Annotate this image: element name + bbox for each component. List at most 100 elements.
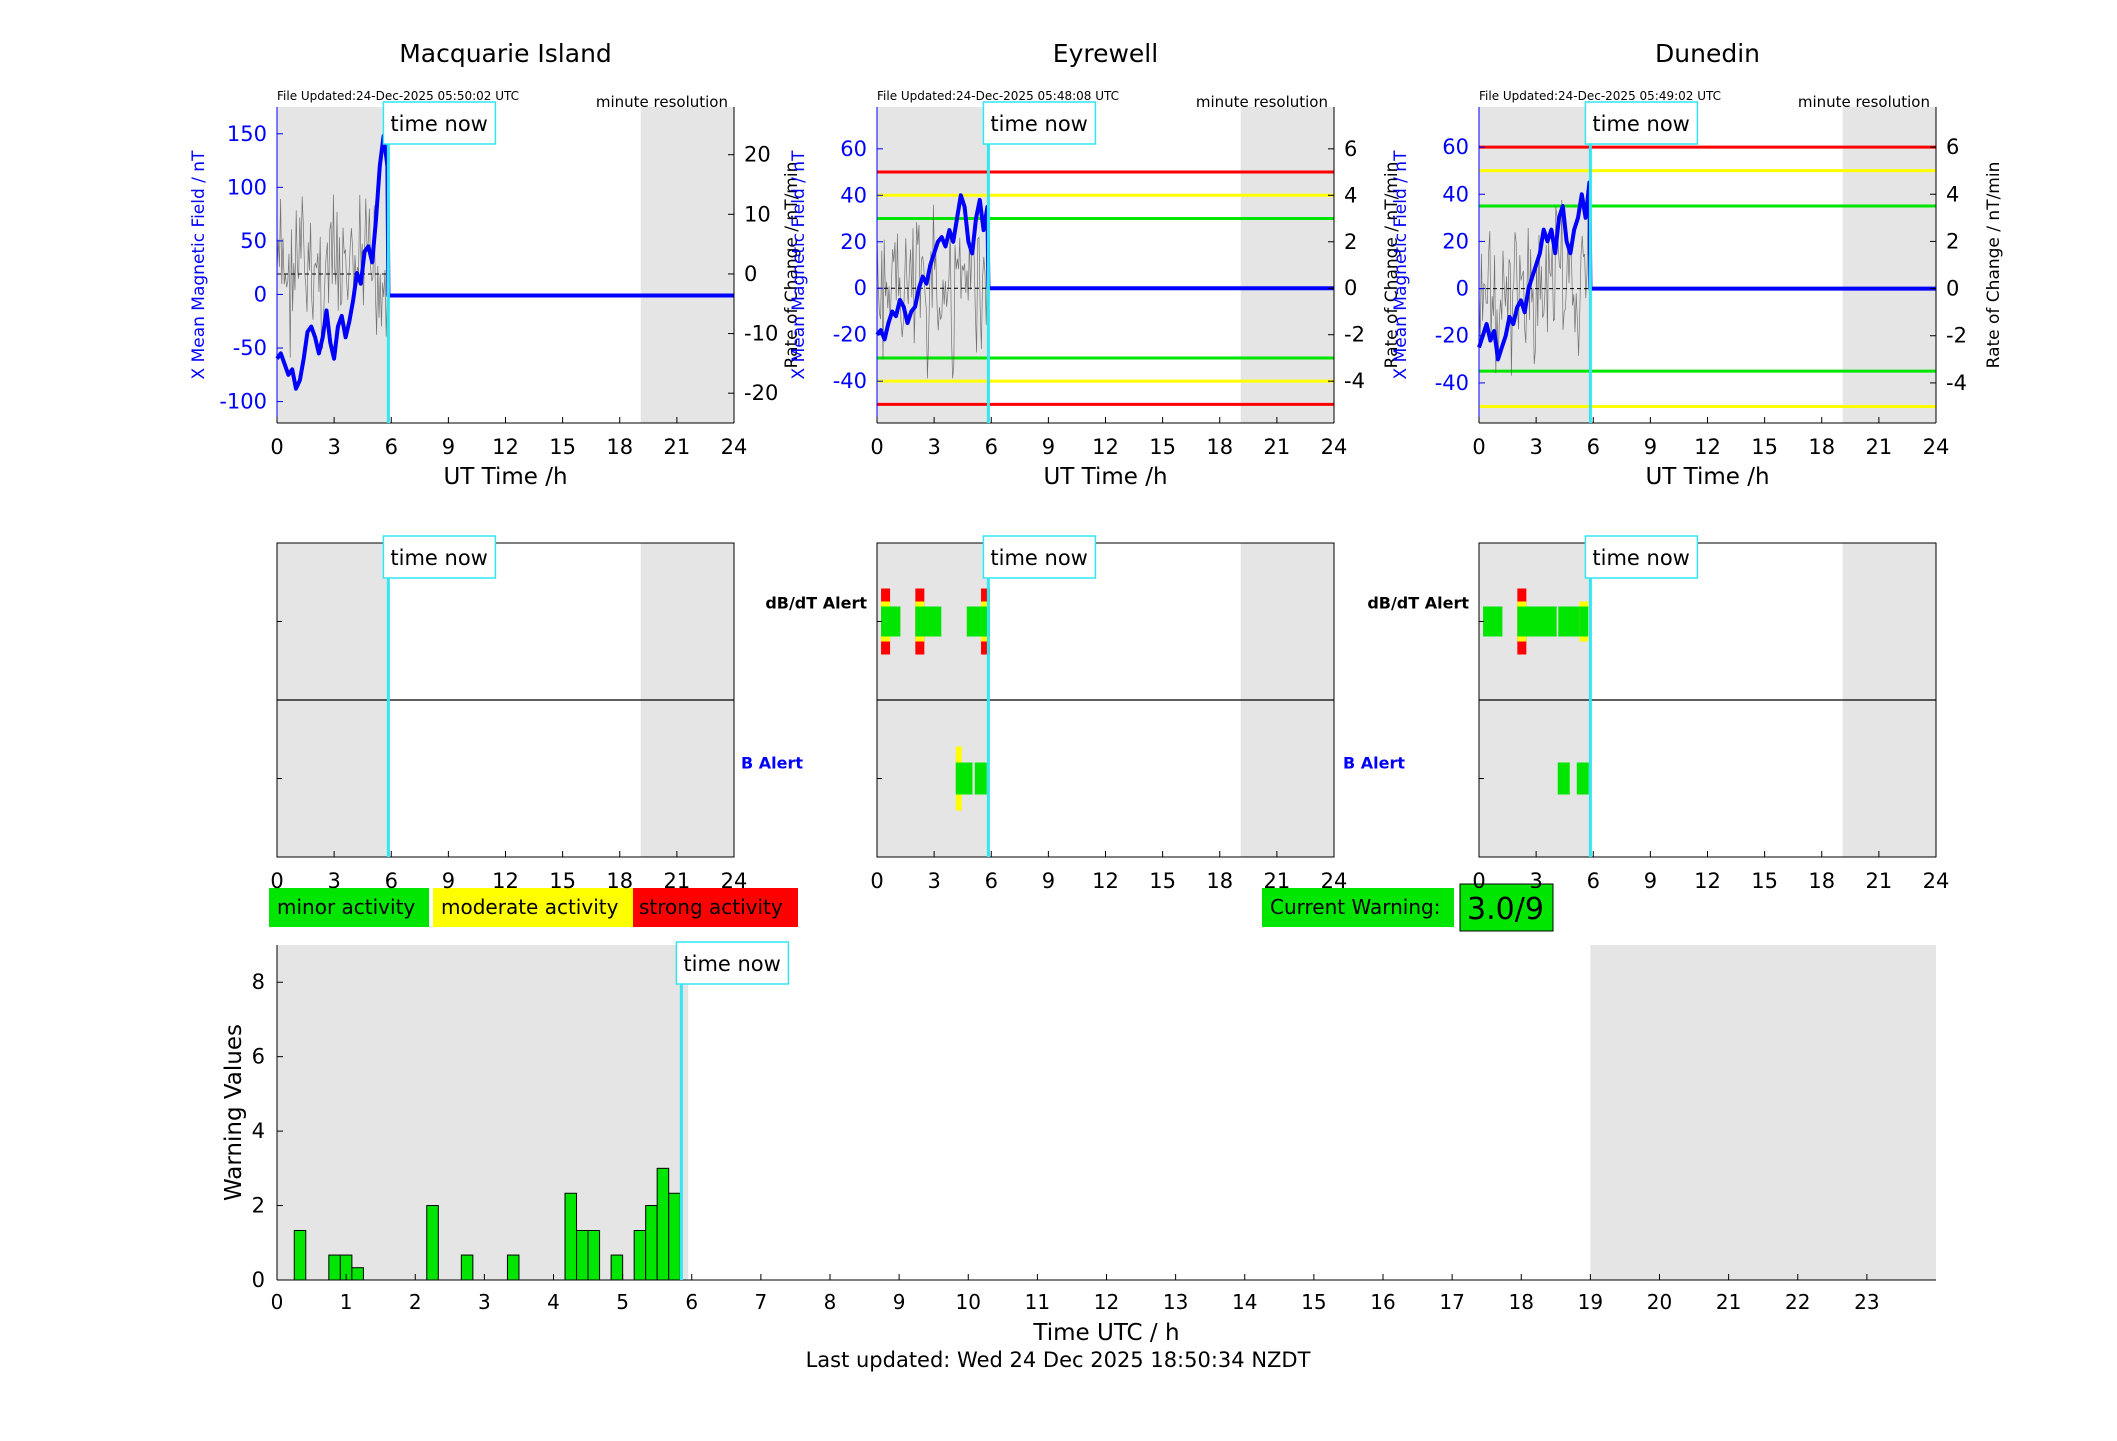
activity-legend: minor activity moderate activity strong …: [269, 888, 798, 927]
file-updated-label: File Updated:24-Dec-2025 05:50:02 UTC: [277, 89, 519, 103]
y-tick-label: 0: [252, 1268, 265, 1292]
warning-bar: [656, 1167, 670, 1281]
y-tick-label: 50: [240, 229, 267, 253]
x-tick-label: 21: [1264, 435, 1291, 459]
y-tick-label-right: 4: [1344, 183, 1357, 207]
warning-bar: [587, 1229, 601, 1281]
y-axis-label: Warning Values: [221, 1024, 247, 1201]
dbdt-alert-mark: [915, 606, 925, 637]
dbdt-alert-mark: [1579, 606, 1589, 637]
x-tick-label: 3: [1529, 435, 1542, 459]
b-alert-label: B Alert: [741, 754, 803, 773]
dbdt-alert-mark: [881, 606, 891, 637]
x-tick-label: 0: [870, 435, 883, 459]
x-tick-label: 24: [1923, 435, 1950, 459]
b-alert-mark: [1557, 762, 1570, 795]
time-now-label: time now: [390, 112, 487, 136]
y-tick-label: 8: [252, 970, 265, 994]
y-tick-label: 60: [840, 137, 867, 161]
legend-moderate-label: moderate activity: [441, 895, 619, 919]
y-tick-label: -20: [833, 323, 867, 347]
dbdt-alert-mark: [1535, 606, 1548, 637]
x-tick-label: 6: [385, 435, 398, 459]
x-tick-label: 9: [1042, 869, 1055, 893]
alert-panel-0: 0 3 6 9 12 15 18 21 24 time now: [270, 535, 747, 893]
x-tick-label: 21: [664, 869, 691, 893]
x-tick-label: 6: [685, 1290, 698, 1314]
x-tick-label: 12: [1092, 869, 1119, 893]
x-tick-label: 2: [409, 1290, 422, 1314]
x-tick-label: 0: [1472, 869, 1485, 893]
x-tick-label: 3: [927, 435, 940, 459]
x-tick-label: 6: [985, 435, 998, 459]
warning-bar: [610, 1254, 624, 1281]
y-axis-label: X Mean Magnetic Field / nT: [1391, 150, 1411, 380]
resolution-label: minute resolution: [1798, 93, 1930, 111]
time-now-box: [1584, 535, 1699, 579]
y-axis-label-right: Rate of Change / nT/min: [1984, 162, 2004, 369]
y-axis-label: X Mean Magnetic Field / nT: [189, 150, 209, 380]
x-tick-label: 9: [442, 435, 455, 459]
x-tick-label: 17: [1439, 1290, 1464, 1314]
alert-panel-2: 0 3 6 9 12 15 18 21 24 dB/dT Alert B Alert time now: [1343, 535, 1949, 893]
x-tick-label: 10: [956, 1290, 981, 1314]
time-now-box: [1584, 101, 1699, 145]
x-tick-label: 3: [478, 1290, 491, 1314]
dbdt-alert-mark: [1524, 606, 1537, 637]
dbdt-alert-mark: [1558, 606, 1570, 637]
x-tick-label: 18: [1808, 435, 1835, 459]
x-tick-label: 15: [1149, 435, 1176, 459]
x-tick-label: 21: [1264, 869, 1291, 893]
x-tick-label: 15: [1149, 869, 1176, 893]
shaded-region: [1842, 107, 1936, 423]
x-axis-label: UT Time /h: [1645, 464, 1769, 490]
x-tick-label: 16: [1370, 1290, 1395, 1314]
x-tick-label: 11: [1025, 1290, 1050, 1314]
dynamic-plots: Macquarie Island File Updated:24-Dec-2025…: [189, 39, 2004, 1346]
x-tick-label: 18: [606, 869, 633, 893]
b-alert-mark: [960, 762, 973, 795]
y-tick-label: -100: [219, 390, 267, 414]
dbdt-alert-label: dB/dT Alert: [1367, 594, 1469, 613]
warning-bar: [645, 1205, 658, 1281]
x-tick-label: 3: [327, 435, 340, 459]
time-now-label: time now: [683, 952, 780, 976]
x-tick-label: 19: [1578, 1290, 1603, 1314]
x-tick-label: 12: [492, 869, 519, 893]
current-warning-value: 3.0/9: [1467, 892, 1544, 927]
x-tick-label: 15: [549, 435, 576, 459]
y-tick-label: 6: [252, 1045, 265, 1069]
b-alert-mark: [1576, 762, 1589, 795]
y-tick-label-right: -2: [1946, 324, 1967, 348]
dbdt-alert-mark: [1517, 606, 1527, 637]
current-warning: Current Warning: 3.0/9: [1262, 883, 1554, 932]
shaded-region: [277, 945, 689, 1280]
x-tick-label: 21: [1716, 1290, 1741, 1314]
x-tick-label: 15: [549, 869, 576, 893]
x-tick-label: 12: [1694, 435, 1721, 459]
x-tick-label: 22: [1785, 1290, 1810, 1314]
station-title: Eyrewell: [1053, 39, 1158, 68]
time-now-label: time now: [390, 546, 487, 570]
resolution-label: minute resolution: [1196, 93, 1328, 111]
mean-field-series: [275, 133, 734, 391]
y-tick-label-right: -4: [1344, 369, 1365, 393]
warning-bar: [328, 1254, 341, 1281]
y-tick-label-right: 6: [1946, 135, 1959, 159]
y-tick-label: 40: [1442, 182, 1469, 206]
x-tick-label: 18: [1206, 435, 1233, 459]
dbdt-alert-mark: [973, 606, 986, 637]
x-tick-label: 6: [985, 869, 998, 893]
x-tick-label: 0: [1472, 435, 1485, 459]
warning-bar: [506, 1254, 520, 1281]
dbdt-alert-mark: [1490, 606, 1503, 637]
y-tick-label: 20: [1442, 229, 1469, 253]
y-tick-label-right: 4: [1946, 182, 1959, 206]
dbdt-alert-mark: [922, 606, 935, 637]
y-tick-label: -20: [1435, 324, 1469, 348]
y-tick-label-right: -4: [1946, 371, 1967, 395]
shaded-region: [1240, 107, 1334, 423]
time-now-label: time now: [990, 112, 1087, 136]
y-tick-label: -50: [233, 336, 267, 360]
dbdt-alert-mark: [929, 606, 942, 637]
